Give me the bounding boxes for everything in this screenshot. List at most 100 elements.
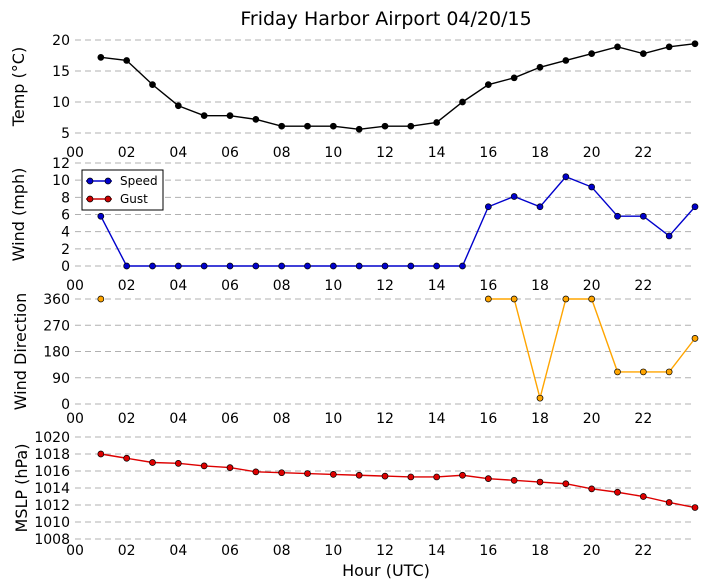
data-point bbox=[226, 112, 234, 119]
legend-label: Speed bbox=[120, 174, 158, 188]
x-tick-label: 12 bbox=[376, 278, 394, 294]
data-point bbox=[123, 262, 131, 270]
x-tick-label: 08 bbox=[273, 411, 291, 427]
y-tick-label: 0 bbox=[61, 397, 70, 413]
x-tick-label: 20 bbox=[583, 278, 601, 294]
x-tick-label: 02 bbox=[118, 278, 136, 294]
y-tick-label: 8 bbox=[61, 190, 70, 206]
panel-1: 5 10 15 20 Temp (°C) 00 02 04 06 08 10 12 14 16 18 20 22 bbox=[9, 33, 699, 161]
data-point bbox=[278, 262, 286, 270]
data-point bbox=[252, 116, 260, 123]
data-point bbox=[510, 295, 518, 303]
data-point bbox=[459, 98, 466, 106]
y-tick-label: 12 bbox=[52, 156, 70, 172]
x-tick-label: 04 bbox=[169, 543, 187, 559]
y-tick-label: 1012 bbox=[34, 498, 70, 514]
x-tick-label: 22 bbox=[634, 543, 652, 559]
y-axis-label: Wind (mph) bbox=[9, 168, 28, 262]
x-tick-label: 20 bbox=[583, 145, 601, 161]
x-axis-label: Hour (UTC) bbox=[342, 561, 430, 580]
data-point bbox=[665, 43, 673, 51]
legend-swatch-marker bbox=[86, 195, 94, 203]
y-tick-label: 5 bbox=[61, 126, 70, 142]
legend-swatch-marker bbox=[86, 177, 94, 185]
data-point bbox=[536, 394, 544, 402]
x-tick-label: 06 bbox=[221, 411, 239, 427]
y-tick-label: 1014 bbox=[34, 481, 70, 497]
data-point bbox=[639, 368, 647, 376]
series-line bbox=[100, 175, 696, 267]
data-point bbox=[691, 203, 699, 211]
data-point bbox=[484, 295, 492, 303]
data-point bbox=[304, 262, 311, 270]
data-point bbox=[691, 40, 699, 48]
data-point bbox=[614, 212, 621, 220]
data-point bbox=[355, 471, 363, 479]
data-point bbox=[123, 57, 131, 64]
data-point bbox=[433, 119, 441, 126]
y-tick-label: 15 bbox=[52, 64, 70, 80]
y-axis-label: Temp (°C) bbox=[9, 47, 28, 127]
x-tick-label: 22 bbox=[634, 278, 652, 294]
x-tick-label: 08 bbox=[273, 278, 291, 294]
data-point bbox=[355, 125, 363, 133]
data-point bbox=[433, 262, 441, 270]
x-tick-label: 14 bbox=[428, 278, 446, 294]
data-point bbox=[97, 295, 105, 303]
data-point bbox=[536, 63, 544, 71]
data-point bbox=[355, 262, 363, 270]
x-tick-label: 16 bbox=[479, 411, 497, 427]
x-tick-label: 22 bbox=[634, 145, 652, 161]
data-point bbox=[639, 212, 647, 220]
x-tick-label: 04 bbox=[169, 145, 187, 161]
data-point bbox=[200, 462, 208, 470]
data-point bbox=[123, 454, 131, 462]
data-point bbox=[200, 112, 208, 119]
x-tick-label: 06 bbox=[221, 145, 239, 161]
x-tick-label: 16 bbox=[479, 278, 497, 294]
data-point bbox=[97, 450, 105, 458]
data-point bbox=[588, 50, 596, 57]
x-tick-label: 12 bbox=[376, 145, 394, 161]
x-tick-label: 04 bbox=[169, 411, 187, 427]
data-point bbox=[691, 335, 699, 342]
data-point bbox=[484, 203, 492, 211]
data-point bbox=[588, 183, 596, 191]
data-point bbox=[278, 469, 286, 477]
x-tick-label: 12 bbox=[376, 543, 394, 559]
data-point bbox=[174, 262, 182, 270]
data-point bbox=[665, 232, 673, 240]
y-tick-label: 4 bbox=[61, 225, 70, 241]
x-tick-label: 14 bbox=[428, 411, 446, 427]
data-point bbox=[433, 473, 441, 481]
legend-swatch-marker bbox=[104, 195, 112, 203]
data-point bbox=[588, 485, 596, 493]
data-point bbox=[407, 262, 415, 270]
data-point bbox=[381, 122, 389, 130]
data-point bbox=[691, 504, 699, 511]
data-point bbox=[639, 493, 647, 500]
series-line bbox=[488, 298, 696, 401]
data-point bbox=[149, 459, 156, 466]
legend-label: Gust bbox=[120, 192, 148, 206]
data-point bbox=[149, 262, 156, 270]
data-point bbox=[97, 54, 105, 61]
x-tick-label: 18 bbox=[531, 543, 549, 559]
y-axis-label: MSLP (hPa) bbox=[12, 444, 31, 533]
data-point bbox=[588, 295, 596, 303]
data-point bbox=[536, 478, 544, 486]
data-point bbox=[407, 122, 415, 130]
legend-swatch-marker bbox=[104, 177, 112, 185]
data-point bbox=[510, 74, 518, 82]
y-tick-label: 1018 bbox=[34, 447, 70, 463]
data-point bbox=[407, 473, 415, 481]
x-tick-label: 00 bbox=[66, 145, 84, 161]
y-tick-label: 20 bbox=[52, 33, 70, 49]
x-tick-label: 00 bbox=[66, 411, 84, 427]
data-point bbox=[174, 102, 182, 110]
x-tick-label: 16 bbox=[479, 543, 497, 559]
data-point bbox=[459, 262, 466, 270]
y-tick-label: 2 bbox=[61, 242, 70, 258]
